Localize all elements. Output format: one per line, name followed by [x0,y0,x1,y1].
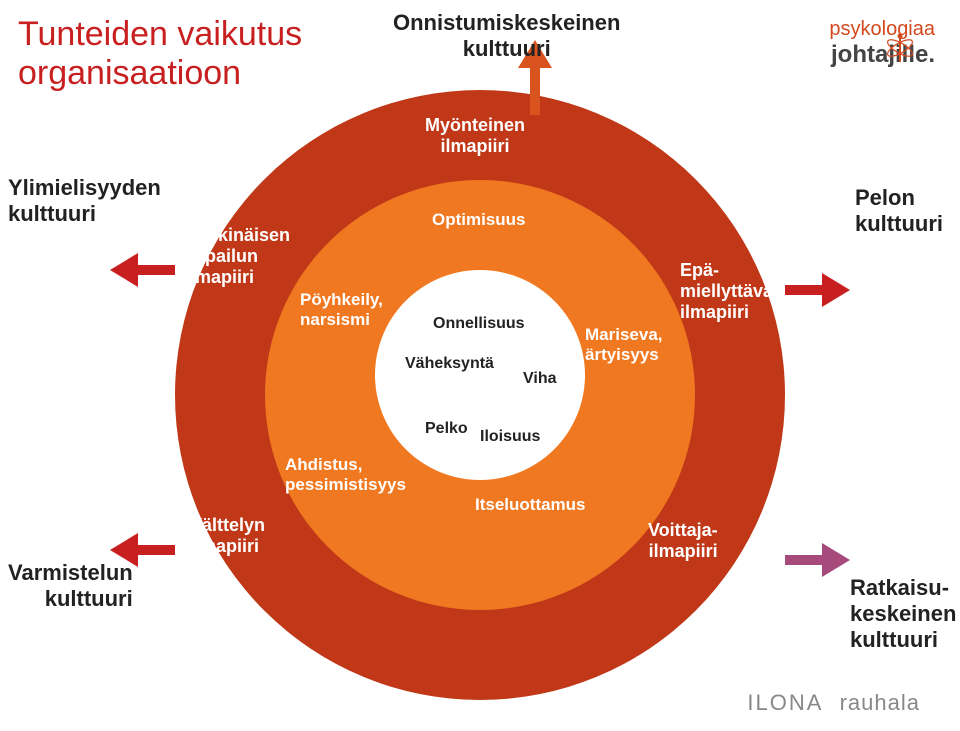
inner-bot-left: Pelko [425,420,468,438]
mid-ring-bottom: Itseluottamus [475,495,586,515]
arrow-right-upper [785,273,850,307]
culture-left-lower: Varmistelunkulttuuri [8,560,133,612]
logo-bottom: ILONA rauhala [747,690,920,716]
culture-right-lower: Ratkaisu-keskeinenkulttuuri [850,575,956,653]
outer-ring-right-upper: Epä-miellyttäväilmapiiri [680,260,773,323]
arrow-right-lower [785,543,850,577]
outer-ring-right-lower: Voittaja-ilmapiiri [648,520,718,562]
outer-ring-top: Myönteinenilmapiiri [425,115,525,157]
culture-left-upper: Ylimielisyydenkulttuuri [8,175,161,227]
inner-mid-left: Väheksyntä [405,355,494,373]
mid-ring-right: Mariseva,ärtyisyys [585,325,663,365]
inner-top: Onnellisuus [433,315,525,333]
mid-ring-left-upper: Pöyhkeily,narsismi [300,290,383,330]
top-subtitle: Onnistumiskeskeinen kulttuuri [393,10,620,62]
title-line-2: organisaatioon [18,54,241,92]
culture-right-upper: Pelonkulttuuri [855,185,943,237]
main-title: Tunteiden vaikutus organisaatioon [18,15,302,93]
logo-top: psykologiaa johtajille. [829,18,935,69]
title-line-1: Tunteiden vaikutus [18,15,302,53]
outer-ring-left-upper: Keskinäisenkilpailunilmapiiri [185,225,290,288]
inner-bot-right: Iloisuus [480,428,540,446]
dragonfly-icon [880,28,920,68]
inner-mid-right: Viha [523,370,557,388]
arrow-left-upper [110,253,175,287]
mid-ring-top: Optimisuus [432,210,526,230]
outer-ring-left-lower: Välttelynilmapiiri [190,515,265,557]
mid-ring-left-lower: Ahdistus,pessimistisyys [285,455,406,495]
